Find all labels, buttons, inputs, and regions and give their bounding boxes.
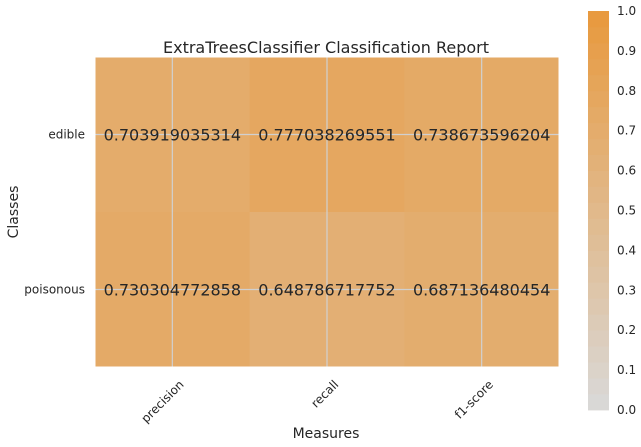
x-tick-label: recall <box>308 377 341 410</box>
colorbar-band <box>588 74 609 92</box>
colorbar-tick-label: 0.6 <box>617 164 636 178</box>
colorbar-tick-label: 0.0 <box>617 403 636 417</box>
colorbar-tick-label: 0.4 <box>617 243 636 257</box>
colorbar-band <box>588 330 609 347</box>
cell-value-label: 0.738673596204 <box>413 126 550 145</box>
colorbar-tick-labels: 0.0 0.1 0.2 0.3 0.4 0.5 0.6 0.7 0.8 0.9 1.0 <box>617 4 636 417</box>
x-axis-label: Measures <box>293 426 360 442</box>
colorbar-band <box>588 11 609 28</box>
colorbar-band <box>588 346 609 363</box>
colorbar-band <box>588 186 609 203</box>
colorbar-band <box>588 250 609 267</box>
colorbar-band <box>588 202 609 219</box>
heatmap-grid <box>95 57 559 367</box>
colorbar-band <box>588 170 609 187</box>
colorbar-band <box>588 58 609 76</box>
colorbar-tick-label: 0.7 <box>617 124 636 138</box>
colorbar-band <box>588 138 609 156</box>
colorbar-tick-label: 0.8 <box>617 84 636 98</box>
colorbar-tick-label: 0.9 <box>617 44 636 58</box>
chart-title: ExtraTreesClassifier Classification Repo… <box>163 38 489 57</box>
colorbar-band <box>588 106 609 124</box>
colorbar-band <box>588 298 609 315</box>
y-tick-label: edible <box>48 128 85 142</box>
colorbar-band <box>588 378 609 395</box>
colorbar-tick-label: 0.3 <box>617 283 636 297</box>
colorbar-band <box>588 90 609 108</box>
cell-value-label: 0.687136480454 <box>413 281 550 300</box>
cell-value-label: 0.777038269551 <box>258 126 395 145</box>
plot-frame <box>94 56 560 368</box>
y-tick-label: poisonous <box>24 283 85 297</box>
colorbar-band <box>588 362 609 379</box>
colorbar-band <box>588 282 609 299</box>
colorbar-band <box>588 26 609 44</box>
colorbar-band <box>588 266 609 283</box>
colorbar <box>588 11 609 411</box>
colorbar-band <box>588 218 609 235</box>
colorbar-band <box>588 314 609 331</box>
x-tick-label: f1-score <box>452 377 496 421</box>
cell-value-label: 0.703919035314 <box>104 126 241 145</box>
cell-value-labels: 0.703919035314 0.777038269551 0.7386735962… <box>104 126 551 300</box>
cell-value-label: 0.730304772858 <box>104 281 241 300</box>
y-tick-labels: edible poisonous <box>24 128 85 297</box>
colorbar-band <box>588 154 609 171</box>
colorbar-tick-label: 0.5 <box>617 204 636 218</box>
x-tick-labels: precision recall f1-score <box>138 377 496 425</box>
colorbar-band <box>588 42 609 60</box>
colorbar-band <box>588 122 609 140</box>
colorbar-tick-label: 1.0 <box>617 4 636 18</box>
x-tick-label: precision <box>138 377 186 425</box>
colorbar-band <box>588 234 609 251</box>
y-axis-label: Classes <box>6 186 22 239</box>
cell-value-label: 0.648786717752 <box>258 281 395 300</box>
colorbar-band <box>588 394 609 411</box>
colorbar-tick-label: 0.1 <box>617 363 636 377</box>
colorbar-tick-label: 0.2 <box>617 323 636 337</box>
